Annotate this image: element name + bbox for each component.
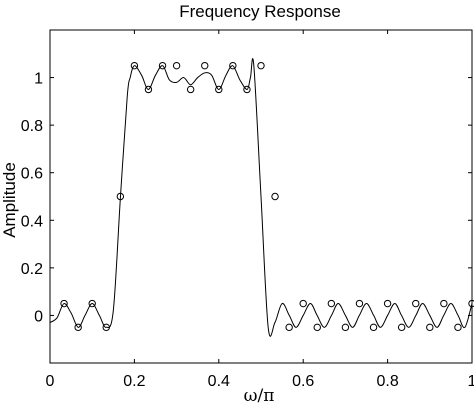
sample-point	[172, 61, 181, 70]
sample-point	[412, 299, 420, 308]
sample-point	[257, 61, 265, 70]
sample-point	[383, 299, 392, 308]
sample-point	[271, 192, 279, 201]
sample-point	[116, 192, 125, 201]
sample-point	[144, 85, 153, 94]
sample-point	[186, 85, 195, 94]
sample-point	[74, 323, 82, 332]
y-axis-label: Amplitude	[0, 162, 19, 238]
sample-point	[243, 85, 251, 94]
x-tick-label: 0.6	[292, 373, 314, 390]
y-tick-label: 0	[34, 308, 43, 325]
chart-title: Frequency Response	[179, 2, 341, 21]
sample-point	[341, 323, 350, 332]
x-tick-label: 0.4	[208, 373, 230, 390]
x-axis: 0 0.2 0.4 0.6 0.8 1	[46, 30, 474, 390]
sample-point	[215, 85, 223, 94]
sample-point	[397, 323, 406, 332]
sample-point	[88, 299, 96, 308]
sample-point	[158, 61, 167, 70]
response-curve	[49, 58, 473, 337]
y-tick-label: 0.2	[21, 261, 43, 278]
sample-point	[468, 299, 474, 308]
x-tick-label: 0.8	[376, 373, 398, 390]
sample-point	[299, 299, 307, 308]
x-tick-label: 0.2	[123, 373, 145, 390]
x-axis-label: ω/π	[244, 386, 275, 404]
y-tick-label: 0.4	[21, 213, 43, 230]
sample-point	[313, 323, 321, 332]
sample-point	[201, 61, 209, 70]
sample-point	[60, 299, 68, 308]
sample-point	[440, 299, 448, 308]
y-tick-label: 0.8	[21, 118, 43, 135]
sample-point	[426, 323, 434, 332]
sample-point	[285, 323, 293, 332]
x-tick-label: 0	[46, 373, 55, 390]
sample-point	[327, 299, 336, 308]
sample-point	[355, 299, 364, 308]
sample-point	[102, 323, 110, 332]
sample-point	[229, 61, 237, 70]
x-tick-label: 1	[468, 373, 474, 390]
y-tick-label: 0.6	[21, 166, 43, 183]
y-tick-label: 1	[34, 71, 43, 88]
plot-area-frame	[49, 29, 473, 364]
sample-point	[454, 323, 462, 332]
sample-markers	[60, 61, 474, 332]
sample-point	[130, 61, 139, 70]
y-axis: 0 0.2 0.4 0.6 0.8 1	[21, 71, 472, 325]
sample-point	[369, 323, 378, 332]
